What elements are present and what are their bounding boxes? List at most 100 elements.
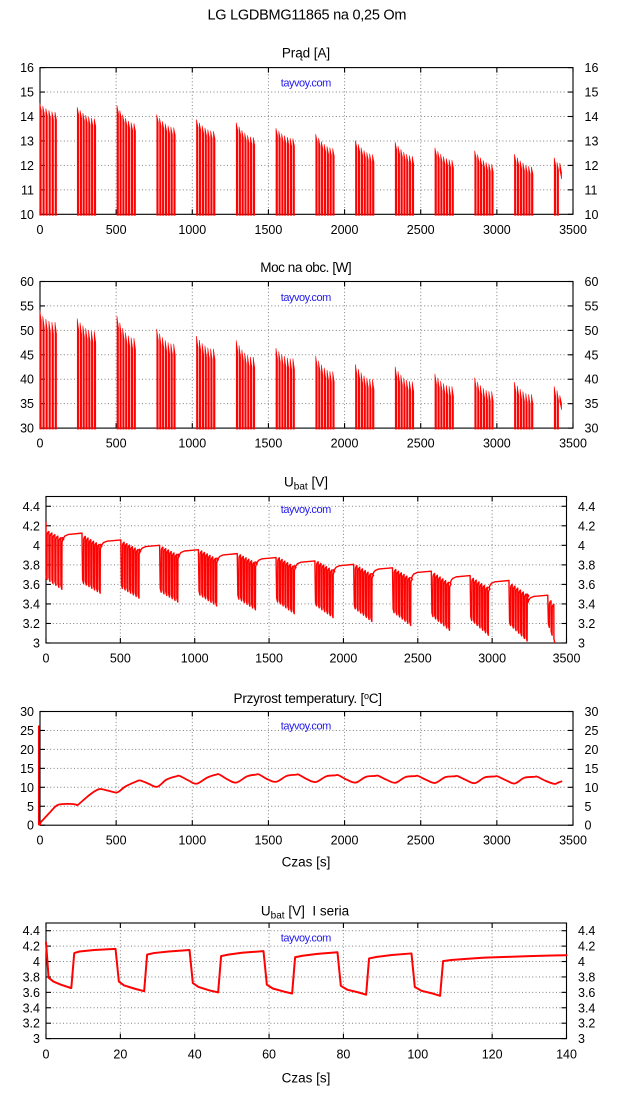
svg-text:3.4: 3.4 bbox=[23, 1001, 40, 1015]
svg-text:40: 40 bbox=[20, 373, 34, 387]
svg-text:LG LGDBMG11865 na 0,25 Om: LG LGDBMG11865 na 0,25 Om bbox=[208, 8, 407, 24]
svg-text:0: 0 bbox=[37, 834, 44, 848]
svg-text:2500: 2500 bbox=[407, 834, 435, 848]
svg-text:1500: 1500 bbox=[255, 834, 283, 848]
svg-text:3500: 3500 bbox=[559, 437, 587, 451]
svg-text:4.4: 4.4 bbox=[578, 924, 595, 938]
svg-text:100: 100 bbox=[407, 1048, 428, 1062]
svg-text:3500: 3500 bbox=[559, 834, 587, 848]
svg-text:1500: 1500 bbox=[255, 652, 283, 666]
svg-text:3: 3 bbox=[578, 1032, 585, 1046]
svg-text:11: 11 bbox=[585, 183, 598, 197]
svg-text:1000: 1000 bbox=[181, 652, 209, 666]
svg-text:500: 500 bbox=[110, 652, 131, 666]
svg-text:2000: 2000 bbox=[331, 437, 359, 451]
svg-text:5: 5 bbox=[27, 800, 34, 814]
svg-text:40: 40 bbox=[585, 373, 599, 387]
svg-text:13: 13 bbox=[585, 134, 599, 148]
svg-text:0: 0 bbox=[37, 223, 44, 237]
svg-text:3.2: 3.2 bbox=[578, 1017, 595, 1031]
svg-text:0: 0 bbox=[37, 437, 44, 451]
svg-text:11: 11 bbox=[21, 183, 34, 197]
svg-text:3.8: 3.8 bbox=[23, 558, 40, 572]
svg-text:0: 0 bbox=[43, 1048, 50, 1062]
svg-text:3.4: 3.4 bbox=[578, 1001, 595, 1015]
svg-text:3500: 3500 bbox=[559, 223, 587, 237]
svg-text:3000: 3000 bbox=[483, 223, 511, 237]
svg-text:Czas [s]: Czas [s] bbox=[282, 855, 331, 870]
svg-text:30: 30 bbox=[20, 705, 34, 719]
svg-text:Prąd [A]: Prąd [A] bbox=[282, 46, 330, 61]
svg-text:tayvoy.com: tayvoy.com bbox=[281, 933, 332, 945]
svg-text:30: 30 bbox=[20, 422, 34, 436]
svg-text:120: 120 bbox=[482, 1048, 503, 1062]
svg-text:2000: 2000 bbox=[331, 834, 359, 848]
svg-text:4: 4 bbox=[33, 955, 40, 969]
svg-text:80: 80 bbox=[336, 1048, 350, 1062]
svg-text:40: 40 bbox=[188, 1048, 202, 1062]
svg-text:2500: 2500 bbox=[404, 652, 432, 666]
svg-text:55: 55 bbox=[585, 299, 599, 313]
svg-text:15: 15 bbox=[585, 86, 599, 100]
svg-text:4.2: 4.2 bbox=[23, 519, 40, 533]
svg-text:2500: 2500 bbox=[407, 223, 435, 237]
svg-text:35: 35 bbox=[585, 397, 599, 411]
svg-text:1000: 1000 bbox=[178, 223, 206, 237]
svg-text:10: 10 bbox=[20, 208, 34, 222]
svg-text:1500: 1500 bbox=[255, 223, 283, 237]
svg-text:3000: 3000 bbox=[483, 834, 511, 848]
svg-text:3.2: 3.2 bbox=[578, 617, 595, 631]
svg-text:500: 500 bbox=[106, 223, 127, 237]
svg-text:15: 15 bbox=[585, 762, 599, 776]
svg-text:2500: 2500 bbox=[407, 437, 435, 451]
svg-text:4.2: 4.2 bbox=[23, 940, 40, 954]
svg-text:10: 10 bbox=[20, 781, 34, 795]
svg-text:45: 45 bbox=[585, 348, 599, 362]
svg-text:0: 0 bbox=[585, 819, 592, 833]
svg-text:1500: 1500 bbox=[255, 437, 283, 451]
svg-text:3: 3 bbox=[578, 637, 585, 651]
svg-text:12: 12 bbox=[20, 159, 34, 173]
svg-text:3.6: 3.6 bbox=[23, 578, 40, 592]
svg-text:4.4: 4.4 bbox=[23, 924, 40, 938]
svg-text:60: 60 bbox=[585, 275, 599, 289]
svg-text:20: 20 bbox=[585, 743, 599, 757]
svg-text:3500: 3500 bbox=[553, 652, 581, 666]
svg-text:14: 14 bbox=[20, 110, 34, 124]
svg-text:3.6: 3.6 bbox=[578, 578, 595, 592]
svg-text:13: 13 bbox=[20, 134, 34, 148]
svg-text:4: 4 bbox=[578, 955, 585, 969]
svg-text:4.4: 4.4 bbox=[578, 500, 595, 514]
svg-text:3000: 3000 bbox=[483, 437, 511, 451]
svg-text:60: 60 bbox=[262, 1048, 276, 1062]
svg-text:3000: 3000 bbox=[478, 652, 506, 666]
svg-text:5: 5 bbox=[585, 800, 592, 814]
svg-text:16: 16 bbox=[585, 61, 599, 75]
svg-text:16: 16 bbox=[20, 61, 34, 75]
svg-text:14: 14 bbox=[585, 110, 599, 124]
svg-text:3.8: 3.8 bbox=[578, 558, 595, 572]
svg-text:3.2: 3.2 bbox=[23, 1017, 40, 1031]
svg-text:4: 4 bbox=[33, 539, 40, 553]
svg-text:15: 15 bbox=[20, 86, 34, 100]
svg-text:Czas [s]: Czas [s] bbox=[282, 1071, 331, 1086]
svg-text:3.4: 3.4 bbox=[578, 597, 595, 611]
svg-text:25: 25 bbox=[20, 724, 34, 738]
svg-text:20: 20 bbox=[113, 1048, 127, 1062]
svg-text:3.2: 3.2 bbox=[23, 617, 40, 631]
svg-text:3.6: 3.6 bbox=[578, 986, 595, 1000]
svg-text:4.2: 4.2 bbox=[578, 519, 595, 533]
svg-text:2000: 2000 bbox=[331, 223, 359, 237]
svg-text:50: 50 bbox=[20, 324, 34, 338]
svg-text:4: 4 bbox=[578, 539, 585, 553]
svg-text:1000: 1000 bbox=[178, 834, 206, 848]
svg-text:60: 60 bbox=[20, 275, 34, 289]
svg-text:tayvoy.com: tayvoy.com bbox=[281, 721, 332, 733]
svg-text:25: 25 bbox=[585, 724, 599, 738]
svg-text:3: 3 bbox=[33, 637, 40, 651]
svg-text:30: 30 bbox=[585, 422, 599, 436]
svg-text:10: 10 bbox=[585, 781, 599, 795]
svg-text:Moc na obc. [W]: Moc na obc. [W] bbox=[260, 260, 351, 275]
svg-text:2000: 2000 bbox=[330, 652, 358, 666]
svg-text:Przyrost temperatury. [oC]: Przyrost temperatury. [oC] bbox=[234, 691, 383, 706]
